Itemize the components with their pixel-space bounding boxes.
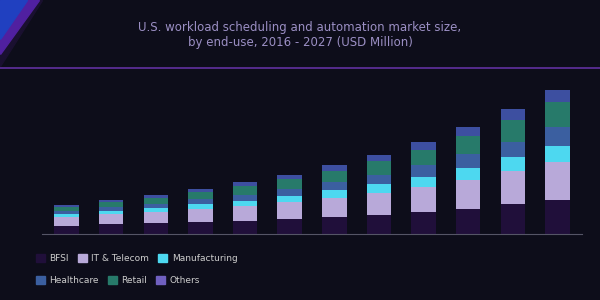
Text: U.S. workload scheduling and automation market size,
by end-use, 2016 - 2027 (US: U.S. workload scheduling and automation … bbox=[139, 21, 461, 49]
Bar bbox=[188, 199, 213, 205]
Bar bbox=[143, 224, 168, 234]
Bar bbox=[322, 182, 347, 190]
Bar bbox=[545, 90, 570, 102]
Bar bbox=[500, 157, 525, 171]
Bar bbox=[367, 161, 391, 175]
Bar bbox=[456, 208, 481, 234]
Bar bbox=[545, 146, 570, 162]
Bar bbox=[545, 162, 570, 200]
Bar bbox=[367, 175, 391, 184]
Bar bbox=[188, 192, 213, 199]
Bar bbox=[99, 211, 124, 214]
Bar bbox=[277, 175, 302, 179]
Bar bbox=[277, 179, 302, 189]
Bar bbox=[233, 201, 257, 206]
Bar bbox=[322, 165, 347, 171]
Bar bbox=[411, 142, 436, 149]
Bar bbox=[277, 189, 302, 196]
Bar bbox=[456, 154, 481, 168]
Bar bbox=[367, 184, 391, 193]
Bar bbox=[277, 202, 302, 219]
Bar bbox=[54, 205, 79, 207]
Bar bbox=[411, 165, 436, 177]
Bar bbox=[277, 219, 302, 234]
Bar bbox=[367, 215, 391, 234]
Bar bbox=[411, 149, 436, 165]
Bar bbox=[143, 204, 168, 208]
Bar bbox=[188, 205, 213, 209]
Bar bbox=[456, 127, 481, 136]
Bar bbox=[188, 222, 213, 234]
Bar bbox=[456, 180, 481, 208]
Bar bbox=[545, 200, 570, 234]
Bar bbox=[367, 155, 391, 161]
Bar bbox=[143, 212, 168, 224]
Bar bbox=[99, 207, 124, 211]
Bar bbox=[322, 198, 347, 217]
Bar bbox=[545, 128, 570, 146]
Bar bbox=[411, 212, 436, 234]
Bar bbox=[500, 109, 525, 120]
Bar bbox=[500, 142, 525, 157]
Bar bbox=[54, 214, 79, 217]
Bar bbox=[99, 224, 124, 234]
Bar bbox=[367, 193, 391, 215]
Bar bbox=[233, 186, 257, 195]
Bar bbox=[188, 189, 213, 192]
Bar bbox=[99, 214, 124, 224]
Bar bbox=[411, 187, 436, 212]
Bar bbox=[456, 168, 481, 180]
Bar bbox=[143, 208, 168, 212]
Bar bbox=[233, 221, 257, 234]
Bar bbox=[143, 195, 168, 198]
Bar bbox=[322, 217, 347, 234]
Bar bbox=[233, 195, 257, 201]
Bar bbox=[500, 205, 525, 234]
Bar bbox=[99, 202, 124, 207]
Bar bbox=[54, 207, 79, 211]
Bar bbox=[99, 200, 124, 202]
Bar bbox=[54, 211, 79, 214]
Bar bbox=[188, 209, 213, 222]
Bar bbox=[411, 177, 436, 187]
Bar bbox=[233, 182, 257, 186]
Bar bbox=[500, 120, 525, 142]
Bar bbox=[143, 198, 168, 204]
Bar bbox=[500, 171, 525, 205]
Bar bbox=[456, 136, 481, 155]
Bar bbox=[322, 171, 347, 182]
Legend: Healthcare, Retail, Others: Healthcare, Retail, Others bbox=[36, 276, 200, 285]
Bar bbox=[322, 190, 347, 198]
Bar bbox=[233, 206, 257, 221]
Bar bbox=[54, 217, 79, 226]
Bar bbox=[54, 226, 79, 234]
Bar bbox=[545, 102, 570, 128]
Bar bbox=[277, 196, 302, 202]
